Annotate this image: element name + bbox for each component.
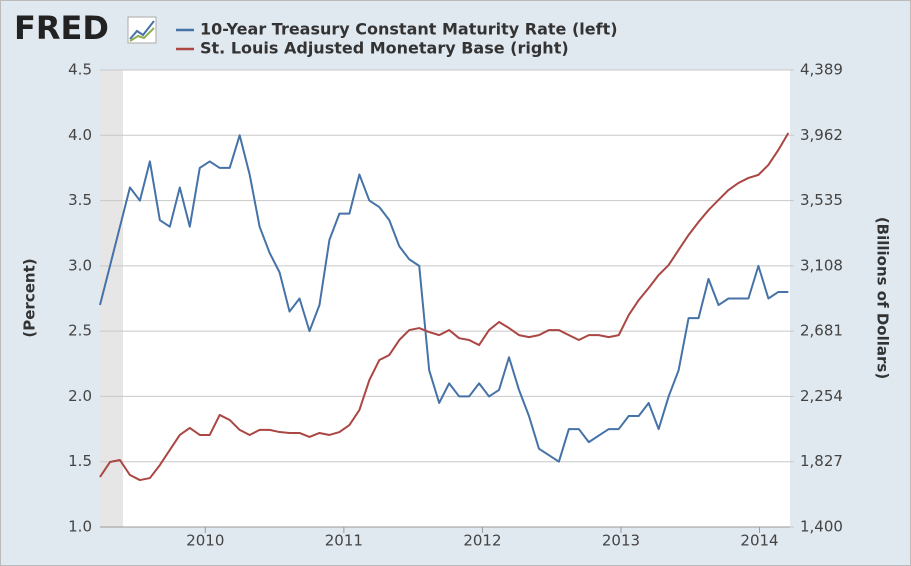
legend-label: St. Louis Adjusted Monetary Base (right) bbox=[200, 39, 569, 58]
y2-tick-label: 3,962 bbox=[800, 126, 843, 144]
logo-icon bbox=[127, 16, 157, 44]
legend-label: 10-Year Treasury Constant Maturity Rate … bbox=[200, 20, 618, 39]
plot-area bbox=[100, 70, 790, 527]
x-tick-label: 2010 bbox=[186, 532, 224, 550]
x-tick-label: 2013 bbox=[602, 532, 640, 550]
y-axis-title: (Percent) bbox=[21, 258, 39, 337]
y-tick-label: 4.0 bbox=[68, 126, 92, 144]
y-tick-label: 2.5 bbox=[68, 322, 92, 340]
y2-axis-title: (Billions of Dollars) bbox=[874, 217, 892, 379]
y2-tick-label: 1,827 bbox=[800, 452, 843, 470]
recession-shading bbox=[100, 70, 123, 527]
y2-tick-label: 3,108 bbox=[800, 256, 843, 274]
y-tick-label: 2.0 bbox=[68, 387, 92, 405]
series-line bbox=[99, 132, 790, 482]
y2-tick-label: 2,681 bbox=[800, 322, 843, 340]
series-line bbox=[99, 134, 789, 463]
y2-tick-label: 2,254 bbox=[800, 387, 843, 405]
y-tick-label: 1.0 bbox=[68, 518, 92, 536]
y2-tick-label: 4,389 bbox=[800, 61, 843, 79]
y2-tick-label: 3,535 bbox=[800, 191, 843, 209]
y-tick-label: 3.5 bbox=[68, 191, 92, 209]
y-tick-label: 4.5 bbox=[68, 61, 92, 79]
y-tick-label: 3.0 bbox=[68, 256, 92, 274]
logo: FRED bbox=[14, 9, 109, 47]
x-tick-label: 2011 bbox=[325, 532, 363, 550]
x-tick-label: 2014 bbox=[740, 532, 778, 550]
y-tick-label: 1.5 bbox=[68, 452, 92, 470]
x-tick-label: 2012 bbox=[463, 532, 501, 550]
y2-tick-label: 1,400 bbox=[800, 518, 843, 536]
